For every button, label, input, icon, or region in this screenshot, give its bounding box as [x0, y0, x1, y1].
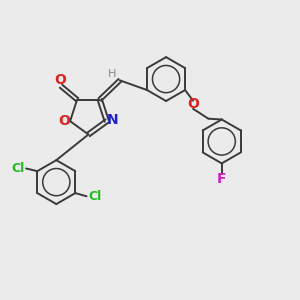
Text: Cl: Cl	[11, 162, 25, 175]
Text: O: O	[58, 114, 70, 128]
Text: O: O	[54, 73, 66, 87]
Text: F: F	[217, 172, 226, 186]
Text: O: O	[187, 97, 199, 111]
Text: N: N	[107, 113, 118, 127]
Text: H: H	[108, 69, 116, 80]
Text: Cl: Cl	[88, 190, 101, 203]
